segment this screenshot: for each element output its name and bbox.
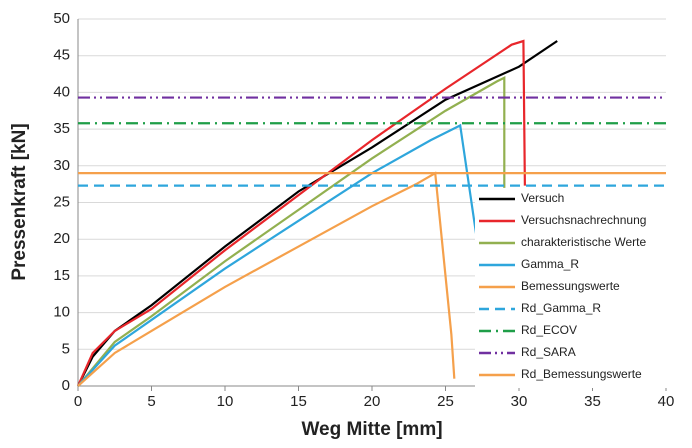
legend-label: Rd_SARA: [521, 345, 576, 359]
y-tick-label: 10: [53, 304, 70, 321]
series-line: [77, 123, 484, 387]
y-tick-label: 30: [53, 157, 70, 174]
legend-label: charakteristische Werte: [521, 235, 646, 249]
y-tick-label: 25: [53, 193, 70, 210]
legend-label: Gamma_R: [521, 257, 579, 271]
legend-label: Rd_Bemessungswerte: [521, 367, 642, 381]
x-tick-label: 0: [74, 393, 82, 410]
series-line: [76, 39, 526, 387]
y-tick-label: 15: [53, 267, 70, 284]
x-tick-label: 40: [658, 393, 675, 410]
y-tick-label: 45: [53, 47, 70, 64]
legend-label: Bemessungswerte: [521, 279, 620, 293]
x-tick-label: 35: [584, 393, 601, 410]
x-tick-label: 25: [437, 393, 454, 410]
series-line: [77, 40, 558, 387]
y-tick-label: 5: [62, 340, 70, 357]
x-tick-label: 20: [364, 393, 381, 410]
x-tick-label: 10: [217, 393, 234, 410]
legend: Versuch Versuchsnachrechnung charakteristi…: [475, 188, 672, 388]
legend-label: Versuch: [521, 191, 564, 205]
legend-label: Rd_ECOV: [521, 323, 577, 337]
y-axis-label: Pressenkraft [kN]: [9, 123, 30, 280]
legend-label: Versuchsnachrechnung: [521, 213, 646, 227]
x-tick-label: 15: [290, 393, 307, 410]
series-line: [77, 75, 506, 387]
y-tick-label: 0: [62, 377, 70, 394]
y-tick-label: 50: [53, 10, 70, 27]
y-tick-label: 40: [53, 83, 70, 100]
series-line: [77, 171, 456, 387]
y-tick-label: 35: [53, 120, 70, 137]
x-axis-label: Weg Mitte [mm]: [301, 419, 442, 440]
y-tick-label: 20: [53, 230, 70, 247]
x-tick-label: 30: [511, 393, 528, 410]
x-tick-label: 5: [147, 393, 155, 410]
legend-label: Rd_Gamma_R: [521, 301, 601, 315]
